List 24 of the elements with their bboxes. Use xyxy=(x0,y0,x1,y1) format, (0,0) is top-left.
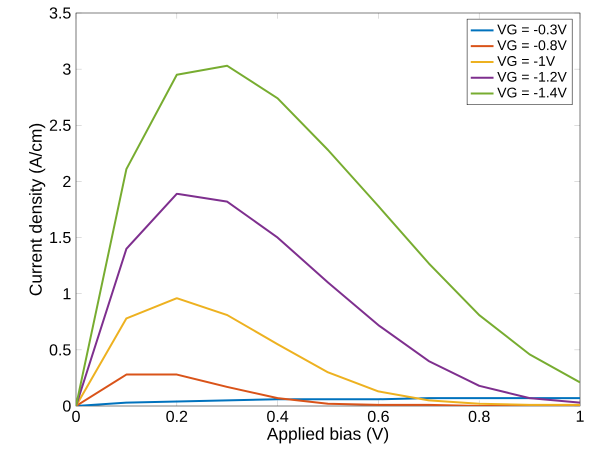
x-tick-label: 1 xyxy=(576,410,584,422)
x-tick-label: 0.4 xyxy=(267,410,288,422)
x-axis-title: Applied bias (V) xyxy=(266,427,388,444)
y-tick-label: 2.5 xyxy=(50,120,71,131)
line-series xyxy=(76,64,580,406)
legend-label: VG = -0.8V xyxy=(497,40,567,50)
x-tick-label: 0 xyxy=(72,410,80,422)
line-series xyxy=(76,192,580,406)
y-tick-label: 3.5 xyxy=(50,7,71,19)
y-tick-label: 1.5 xyxy=(50,232,71,244)
x-tick-label: 0.2 xyxy=(166,410,188,422)
x-tick-label: 0.6 xyxy=(368,410,389,422)
y-tick-label: 0.5 xyxy=(50,344,71,356)
y-tick-label: 1 xyxy=(64,288,71,300)
y-tick-label: 3 xyxy=(63,63,71,75)
legend-label: VG = -1.2V xyxy=(497,72,567,82)
legend-label: VG = -0.3V xyxy=(497,24,567,34)
x-tick-label: 0.8 xyxy=(468,410,490,422)
y-axis-title: Current density (A/cm) xyxy=(29,124,46,296)
y-tick-label: 2 xyxy=(63,176,70,188)
legend-label: VG = -1.4V xyxy=(497,88,567,98)
line-series xyxy=(76,297,580,406)
legend-label: VG = -1V xyxy=(497,56,556,66)
y-tick-label: 0 xyxy=(63,400,71,412)
